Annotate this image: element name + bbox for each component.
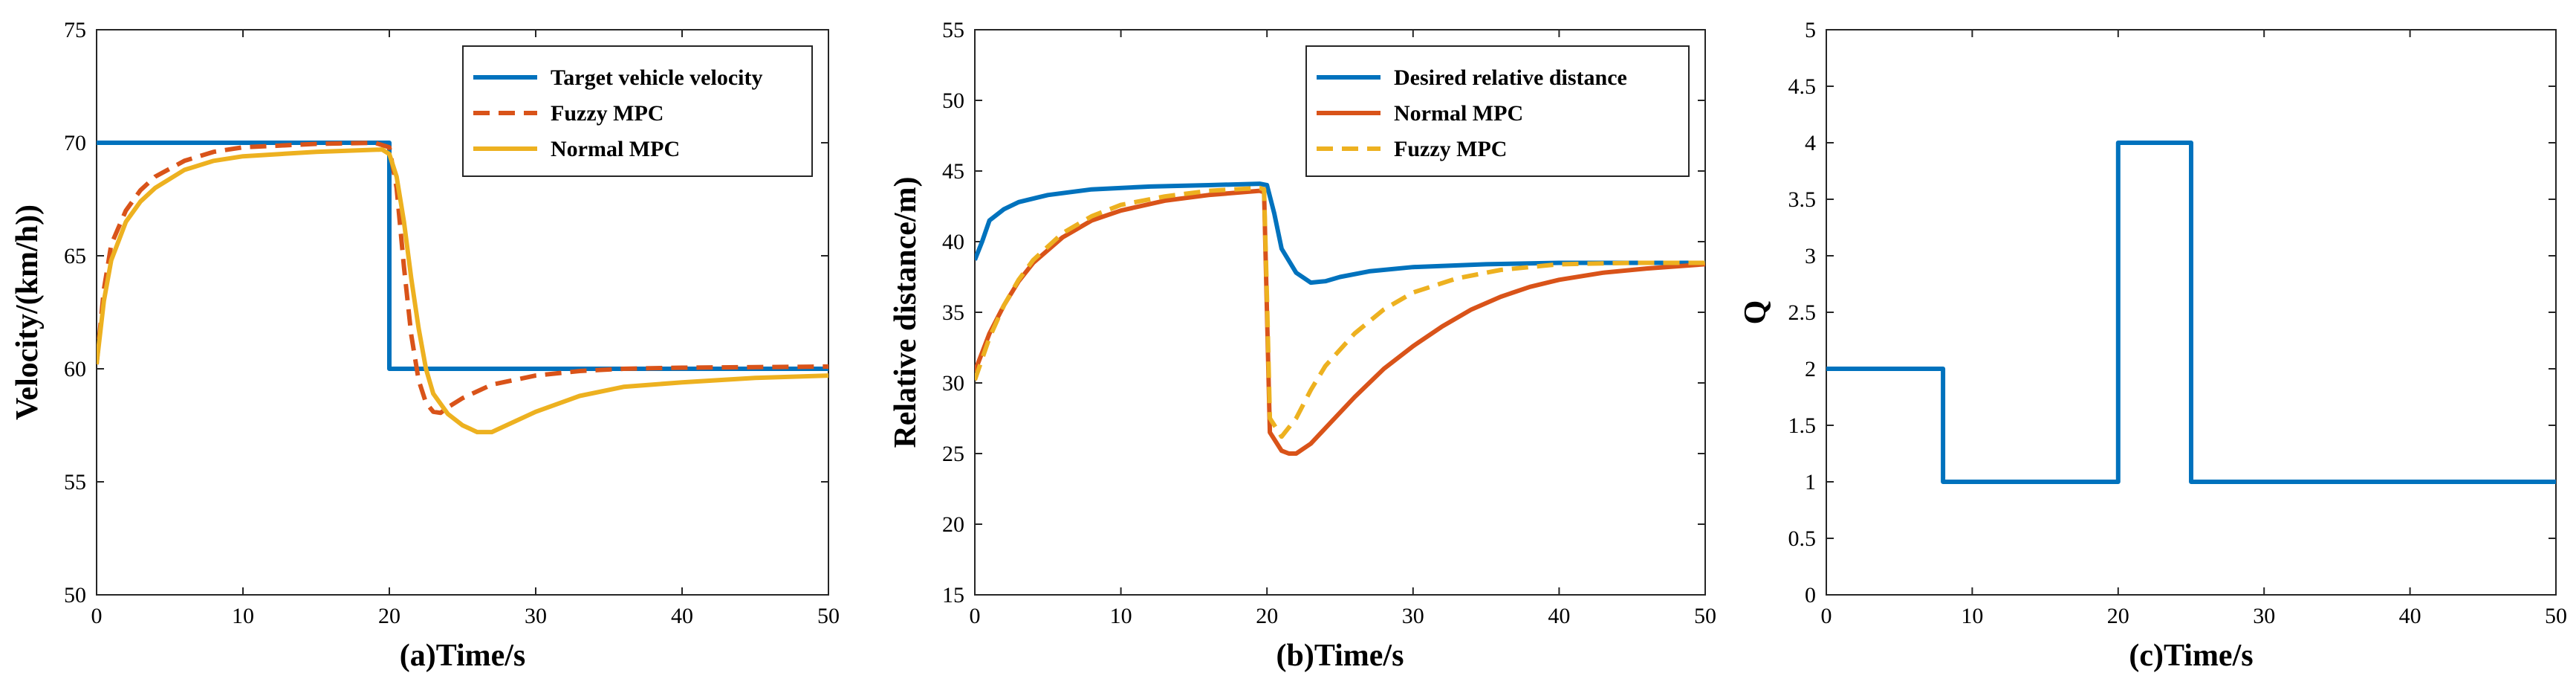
y-tick-label: 50 <box>942 88 964 113</box>
series-line-normal-mpc <box>97 147 828 435</box>
legend-entry-label: Fuzzy MPC <box>1394 137 1507 161</box>
y-tick-label: 2.5 <box>1788 300 1817 325</box>
x-tick-label: 0 <box>1821 604 1832 628</box>
x-tick-label: 20 <box>2107 604 2129 628</box>
x-tick-label: 50 <box>1694 604 1716 628</box>
y-tick-label: 40 <box>942 230 964 254</box>
legend-entry-label: Fuzzy MPC <box>551 101 664 126</box>
legend-entry-label: Normal MPC <box>551 137 680 161</box>
y-tick-label: 60 <box>64 357 86 381</box>
y-tick-label: 3 <box>1805 244 1816 268</box>
y-tick-label: 2 <box>1805 357 1816 381</box>
x-axis-label: (b)Time/s <box>1276 639 1404 673</box>
series-line-desired-relative-distance <box>975 181 1705 286</box>
x-tick-label: 0 <box>970 604 981 628</box>
x-tick-label: 40 <box>2399 604 2421 628</box>
y-tick-label: 5 <box>1805 18 1816 42</box>
y-axis-label: Relative distance/m) <box>889 176 923 448</box>
y-tick-label: 30 <box>942 371 964 396</box>
legend: Desired relative distance Normal MPC Fuzzy… <box>1305 45 1690 177</box>
chart-panel-b-relative-distance: 0 10 20 30 40 50 15 20 25 30 35 40 45 50 55 (b)Time/s Re… <box>889 18 1716 673</box>
x-tick-label: 50 <box>2545 604 2567 628</box>
x-axis-label: (a)Time/s <box>400 639 526 673</box>
y-tick-label: 25 <box>942 442 964 466</box>
x-tick-label: 40 <box>1548 604 1570 628</box>
y-tick-label: 0 <box>1805 583 1816 607</box>
y-tick-label: 4.5 <box>1788 74 1817 99</box>
legend-box <box>462 45 813 177</box>
x-tick-label: 40 <box>671 604 693 628</box>
series-line-q <box>1826 141 2556 484</box>
legend-entry-label: Desired relative distance <box>1394 65 1627 90</box>
x-tick-label: 0 <box>91 604 103 628</box>
chart-panel-c-q: 0 10 20 30 40 50 0 0.5 1 1.5 2 2.5 3 3.5 4 4.5 5 (c)Time/… <box>1739 18 2567 673</box>
y-tick-label: 70 <box>64 131 86 155</box>
y-tick-label: 35 <box>942 300 964 325</box>
x-tick-label: 30 <box>525 604 547 628</box>
x-tick-label: 10 <box>232 604 254 628</box>
y-tick-label: 75 <box>64 18 86 42</box>
y-tick-label: 45 <box>942 159 964 184</box>
y-axis-label: Velocity/(km/h)) <box>10 204 45 420</box>
y-tick-label: 1 <box>1805 470 1816 494</box>
y-tick-label: 20 <box>942 512 964 537</box>
x-tick-label: 30 <box>1402 604 1424 628</box>
y-tick-label: 1.5 <box>1788 413 1817 438</box>
x-tick-label: 50 <box>817 604 840 628</box>
y-tick-label: 3.5 <box>1788 187 1817 212</box>
y-tick-label: 65 <box>64 244 86 268</box>
x-tick-label: 10 <box>1961 604 1983 628</box>
series-line-fuzzy-mpc <box>975 185 1705 439</box>
y-tick-label: 55 <box>64 470 86 494</box>
legend-entry-label: Target vehicle velocity <box>551 65 762 90</box>
legend-entry-label: Normal MPC <box>1394 101 1523 126</box>
y-tick-label: 55 <box>942 18 964 42</box>
x-axis-label: (c)Time/s <box>2129 639 2253 673</box>
y-tick-label: 15 <box>942 583 964 607</box>
x-tick-label: 20 <box>378 604 400 628</box>
series-line-fuzzy-mpc <box>97 141 828 416</box>
y-axis-label: Q <box>1739 300 1773 325</box>
y-tick-label: 0.5 <box>1788 526 1817 551</box>
x-tick-label: 20 <box>1256 604 1278 628</box>
legend: Target vehicle velocity Fuzzy MPC Normal M… <box>462 45 813 177</box>
x-tick-label: 10 <box>1110 604 1132 628</box>
chart-panel-a-velocity: 0 10 20 30 40 50 50 55 60 65 70 75 (a)Time/s Velocity… <box>10 18 840 673</box>
x-tick-label: 30 <box>2253 604 2275 628</box>
y-tick-label: 50 <box>64 583 86 607</box>
y-tick-label: 4 <box>1805 131 1816 155</box>
series-line-normal-mpc <box>975 188 1705 456</box>
